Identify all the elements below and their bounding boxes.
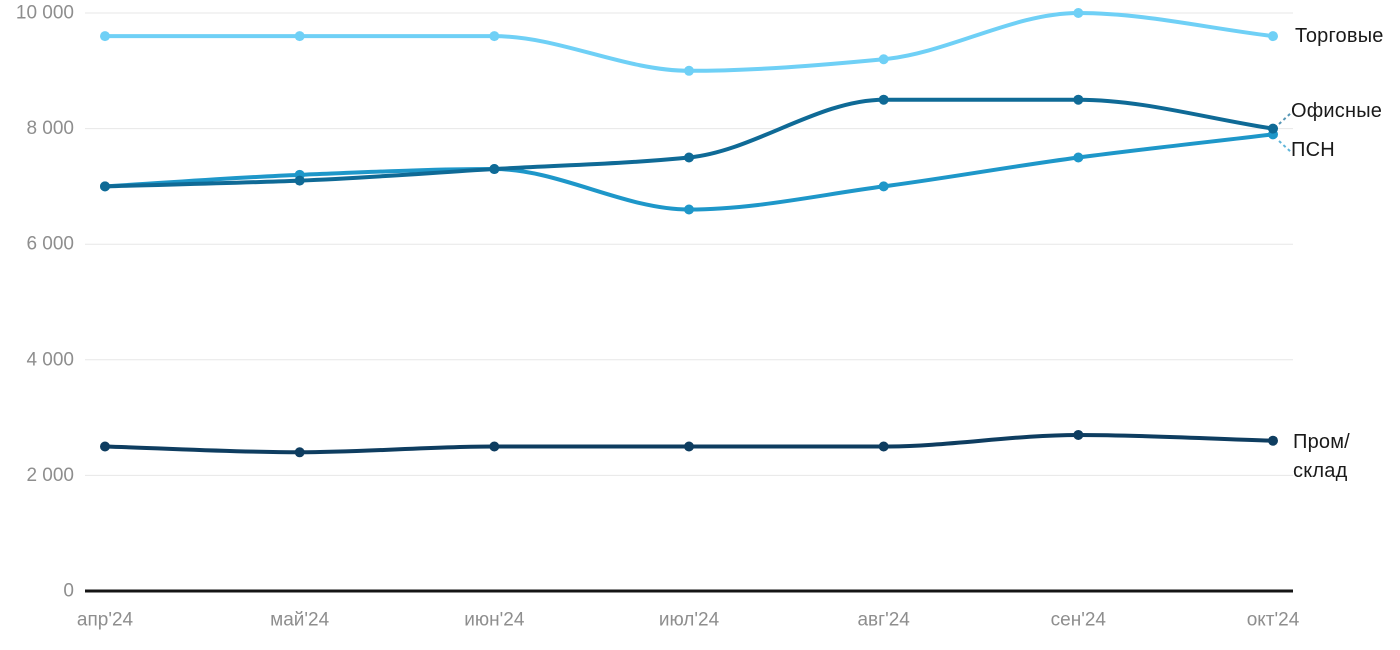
data-point-torgovye[interactable] xyxy=(1268,31,1278,42)
data-point-torgovye[interactable] xyxy=(684,65,694,76)
data-point-ofisnye[interactable] xyxy=(294,175,305,186)
data-point-ofisnye[interactable] xyxy=(878,94,889,105)
series-line-psn xyxy=(103,132,1275,212)
x-tick-label: июл'24 xyxy=(659,610,720,631)
data-point-torgovye[interactable] xyxy=(489,31,500,42)
y-tick-label: 8 000 xyxy=(26,118,74,139)
x-tick-label: апр'24 xyxy=(77,610,134,631)
series-prom-sklad xyxy=(100,429,1278,458)
data-point-ofisnye[interactable] xyxy=(100,181,110,192)
x-tick-label: июн'24 xyxy=(464,610,525,631)
x-tick-label: сен'24 xyxy=(1051,610,1107,631)
data-point-prom-sklad[interactable] xyxy=(294,447,305,458)
data-point-ofisnye[interactable] xyxy=(684,152,694,163)
y-tick-label: 4 000 xyxy=(26,349,74,370)
data-point-psn[interactable] xyxy=(878,181,889,192)
label-connectors xyxy=(1278,112,1292,153)
data-point-prom-sklad[interactable] xyxy=(1073,429,1084,440)
data-point-torgovye[interactable] xyxy=(294,31,305,42)
data-point-psn[interactable] xyxy=(1073,152,1084,163)
data-point-psn[interactable] xyxy=(684,204,694,215)
series-ofisnye xyxy=(100,94,1278,192)
data-point-torgovye[interactable] xyxy=(1073,8,1084,18)
data-point-torgovye[interactable] xyxy=(878,54,889,65)
data-point-ofisnye[interactable] xyxy=(1073,94,1084,105)
data-point-prom-sklad[interactable] xyxy=(878,441,889,452)
x-tick-label: май'24 xyxy=(270,610,329,631)
label-connector-psn xyxy=(1278,140,1292,153)
y-tick-label: 10 000 xyxy=(16,3,74,24)
data-point-prom-sklad[interactable] xyxy=(1268,435,1278,446)
y-tick-label: 2 000 xyxy=(26,465,74,486)
series-line-torgovye xyxy=(103,11,1275,73)
data-point-ofisnye[interactable] xyxy=(1268,123,1278,134)
label-connector-ofisnye xyxy=(1278,112,1292,125)
data-point-torgovye[interactable] xyxy=(100,31,110,42)
data-point-prom-sklad[interactable] xyxy=(489,441,500,452)
series-torgovye xyxy=(100,8,1278,76)
data-point-ofisnye[interactable] xyxy=(489,164,500,175)
series-label-ofisnye: Офисные xyxy=(1291,100,1383,123)
x-axis-labels: апр'24 май'24 июн'24 июл'24 авг'24 сен'24 окт'… xyxy=(77,610,1300,631)
x-tick-label: окт'24 xyxy=(1247,610,1300,631)
x-tick-label: авг'24 xyxy=(857,610,910,631)
gridlines xyxy=(85,12,1293,476)
series-label-torgovye: Торговые xyxy=(1295,24,1384,47)
y-tick-label: 0 xyxy=(63,581,74,602)
data-point-prom-sklad[interactable] xyxy=(100,441,110,452)
series-label-prom-sklad: Пром/ склад xyxy=(1293,431,1350,483)
series-line-ofisnye xyxy=(103,97,1275,189)
series-label-psn: ПСН xyxy=(1291,138,1335,161)
y-axis-labels: 0 2 000 4 000 6 000 8 000 10 000 xyxy=(16,3,74,602)
series-psn xyxy=(100,129,1278,215)
data-point-prom-sklad[interactable] xyxy=(684,441,694,452)
y-tick-label: 6 000 xyxy=(26,234,74,255)
